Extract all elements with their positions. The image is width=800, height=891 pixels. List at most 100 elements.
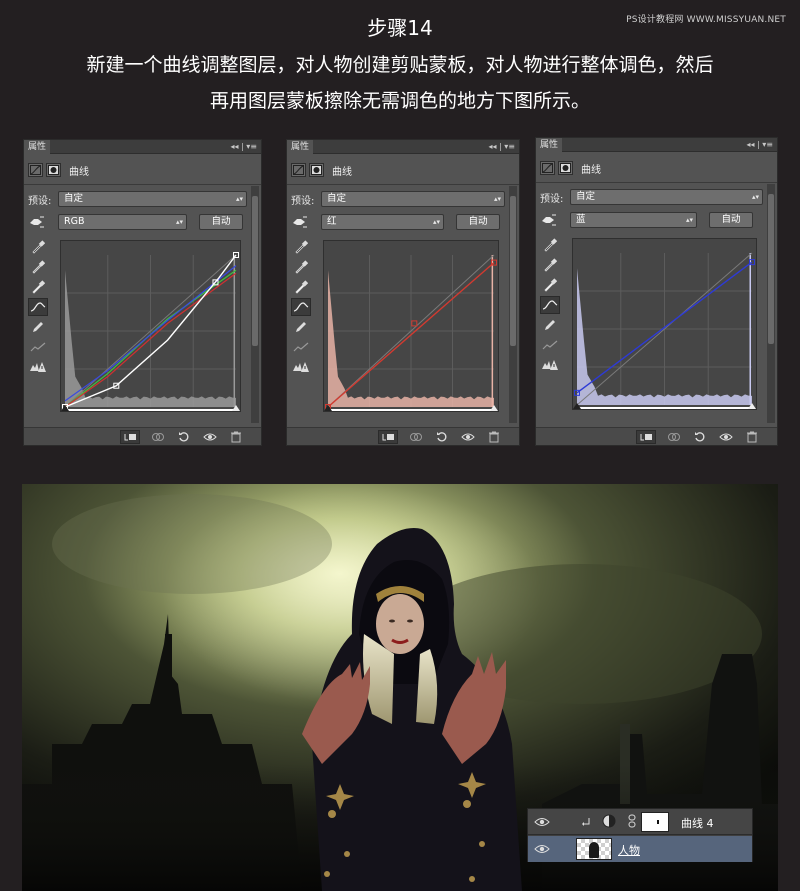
edit-points-curve-icon[interactable] — [28, 298, 48, 316]
curves-graph[interactable] — [323, 240, 499, 412]
panel-menu-controls[interactable]: ◂◂ | ▾≡ — [230, 142, 257, 151]
white-point-eyedropper-icon[interactable] — [540, 276, 560, 294]
layer-name-curves[interactable]: 曲线 4 — [681, 817, 714, 830]
auto-button[interactable]: 自动 — [709, 212, 753, 228]
gray-point-eyedropper-icon[interactable] — [28, 258, 48, 276]
channel-dropdown[interactable]: RGB ▴▾ — [58, 214, 187, 230]
white-point-eyedropper-icon[interactable] — [28, 278, 48, 296]
panel-scrollbar[interactable] — [767, 184, 775, 423]
smooth-curve-icon[interactable] — [28, 338, 48, 356]
layer-name-person[interactable]: 人物 — [618, 844, 640, 857]
clip-to-layer-icon[interactable] — [120, 430, 140, 444]
preset-row: 预设: 自定 ▴▾ — [291, 191, 505, 207]
scrollbar-thumb[interactable] — [252, 196, 258, 346]
delete-trash-icon[interactable] — [742, 430, 762, 444]
reset-adjustment-icon[interactable] — [690, 430, 710, 444]
clipping-warning-icon[interactable] — [291, 358, 311, 376]
draw-pencil-icon[interactable] — [540, 316, 560, 334]
properties-tab[interactable]: 属性 — [24, 140, 50, 154]
curve-plot[interactable] — [324, 241, 498, 411]
properties-panel-3: 属性 ◂◂ | ▾≡ 曲线 预设: 自定 ▴▾ 蓝 — [535, 137, 778, 446]
mask-link-chain-icon[interactable] — [628, 814, 636, 828]
smooth-curve-icon[interactable] — [540, 336, 560, 354]
targeted-adjustment-hand-icon[interactable] — [28, 215, 58, 229]
clipping-warning-icon[interactable] — [540, 356, 560, 374]
view-previous-state-icon[interactable] — [148, 430, 168, 444]
clip-to-layer-icon[interactable] — [378, 430, 398, 444]
panel-tabbar: 属性 ◂◂ | ▾≡ — [536, 138, 777, 152]
properties-panel-2: 属性 ◂◂ | ▾≡ 曲线 预设: 自定 ▴▾ 红 — [286, 139, 520, 446]
preset-label: 预设: — [28, 195, 52, 207]
curves-graph[interactable] — [572, 238, 757, 410]
layer-row-person[interactable]: 人物 — [528, 836, 752, 862]
panel-menu-controls[interactable]: ◂◂ | ▾≡ — [488, 142, 515, 151]
preset-dropdown[interactable]: 自定 ▴▾ — [570, 189, 763, 205]
layer-row-curves[interactable]: 曲线 4 — [528, 809, 752, 835]
delete-trash-icon[interactable] — [226, 430, 246, 444]
preset-label: 预设: — [540, 193, 564, 205]
layer-mask-icon[interactable] — [558, 161, 573, 175]
visibility-eye-icon[interactable] — [534, 816, 550, 828]
scrollbar-thumb[interactable] — [768, 194, 774, 344]
step-title: 步骤14 — [367, 16, 433, 40]
black-point-eyedropper-icon[interactable] — [291, 238, 311, 256]
draw-pencil-icon[interactable] — [28, 318, 48, 336]
edit-points-curve-icon[interactable] — [291, 298, 311, 316]
visibility-eye-icon[interactable] — [200, 430, 220, 444]
curves-graph[interactable] — [60, 240, 241, 412]
clip-to-layer-icon[interactable] — [636, 430, 656, 444]
view-previous-state-icon[interactable] — [664, 430, 684, 444]
targeted-adjustment-hand-icon[interactable] — [540, 213, 570, 227]
clipping-arrow-icon — [582, 818, 590, 826]
properties-tab[interactable]: 属性 — [536, 138, 562, 152]
curve-plot[interactable] — [61, 241, 240, 411]
preset-label: 预设: — [291, 195, 315, 207]
curves-adjustment-icon[interactable] — [28, 163, 43, 177]
mask-mark — [657, 820, 659, 824]
layer-thumbnail[interactable] — [576, 838, 612, 860]
layer-mask-icon[interactable] — [46, 163, 61, 177]
reset-adjustment-icon[interactable] — [174, 430, 194, 444]
channel-value: 蓝 — [576, 214, 586, 225]
draw-pencil-icon[interactable] — [291, 318, 311, 336]
layer-mask-icon[interactable] — [309, 163, 324, 177]
edit-points-curve-icon[interactable] — [540, 296, 560, 314]
clipping-warning-icon[interactable] — [28, 358, 48, 376]
smooth-curve-icon[interactable] — [291, 338, 311, 356]
delete-trash-icon[interactable] — [484, 430, 504, 444]
black-point-slider — [61, 405, 69, 411]
channel-value: 红 — [327, 216, 337, 227]
black-point-eyedropper-icon[interactable] — [28, 238, 48, 256]
preset-dropdown[interactable]: 自定 ▴▾ — [58, 191, 247, 207]
curves-adjustment-icon[interactable] — [540, 161, 555, 175]
targeted-adjustment-hand-icon[interactable] — [291, 215, 321, 229]
panel-scrollbar[interactable] — [251, 186, 259, 423]
panel-menu-controls[interactable]: ◂◂ | ▾≡ — [746, 140, 773, 149]
preset-dropdown[interactable]: 自定 ▴▾ — [321, 191, 505, 207]
gray-point-eyedropper-icon[interactable] — [540, 256, 560, 274]
curves-adjustment-icon[interactable] — [291, 163, 306, 177]
reset-adjustment-icon[interactable] — [432, 430, 452, 444]
visibility-eye-icon[interactable] — [534, 843, 550, 855]
curve-tools — [28, 238, 48, 378]
white-point-slider — [232, 405, 240, 411]
auto-button[interactable]: 自动 — [456, 214, 500, 230]
visibility-eye-icon[interactable] — [716, 430, 736, 444]
black-point-slider — [573, 403, 581, 409]
channel-dropdown[interactable]: 蓝 ▴▾ — [570, 212, 697, 228]
scrollbar-thumb[interactable] — [510, 196, 516, 346]
white-point-eyedropper-icon[interactable] — [291, 278, 311, 296]
curve-plot[interactable] — [573, 239, 756, 409]
layer-mask-thumbnail[interactable] — [641, 812, 669, 832]
visibility-eye-icon[interactable] — [458, 430, 478, 444]
channel-dropdown[interactable]: 红 ▴▾ — [321, 214, 444, 230]
gray-point-eyedropper-icon[interactable] — [291, 258, 311, 276]
view-previous-state-icon[interactable] — [406, 430, 426, 444]
auto-button[interactable]: 自动 — [199, 214, 243, 230]
adjustment-layer-icon — [602, 814, 616, 828]
panel-scrollbar[interactable] — [509, 186, 517, 423]
properties-panel-1: 属性 ◂◂ | ▾≡ 曲线 预设: 自定 ▴▾ RGB — [23, 139, 262, 446]
curve-control-point — [574, 389, 580, 396]
black-point-eyedropper-icon[interactable] — [540, 236, 560, 254]
properties-tab[interactable]: 属性 — [287, 140, 313, 154]
